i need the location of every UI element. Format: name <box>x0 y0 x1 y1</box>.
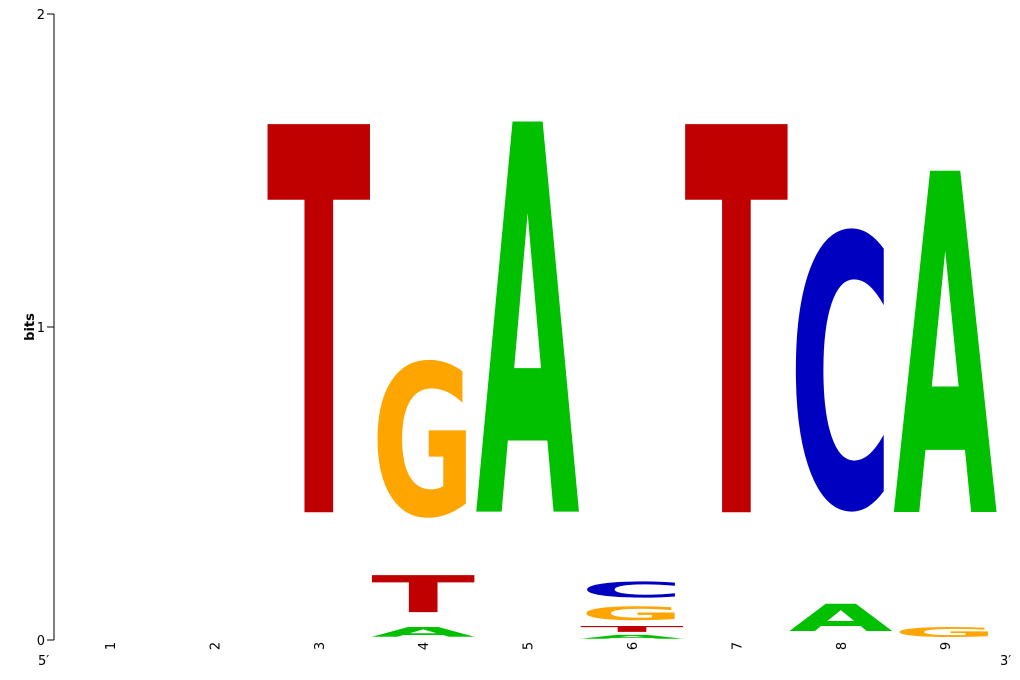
x-tick-label: 1 <box>104 642 119 650</box>
tick-layer: 0 1 2 <box>37 8 54 649</box>
logo-letter-T: T <box>684 20 789 639</box>
x-tick-label: 8 <box>835 642 850 650</box>
logo-letter-C: C <box>789 158 893 594</box>
y-tick-label: 2 <box>37 8 45 23</box>
x-tick-label: 6 <box>626 642 641 650</box>
x-start-label: 5′ <box>38 654 49 669</box>
x-tick-label: 2 <box>208 642 223 650</box>
x-tick-label: 4 <box>417 642 432 650</box>
logo-letter-A: A <box>893 78 998 623</box>
logo-letter-A: A <box>476 15 581 638</box>
x-tick-label: 9 <box>939 642 954 650</box>
logo-letter-C: C <box>580 577 684 602</box>
logo-letter-A: A <box>789 596 893 640</box>
logo-letter-T: T <box>267 20 372 639</box>
x-end-label: 3′ <box>1000 654 1011 669</box>
logo-letter-T: T <box>580 624 685 633</box>
logo-letter-G: G <box>580 603 684 625</box>
logo-letter-A: A <box>371 624 475 640</box>
x-tick-label: 3 <box>313 642 328 650</box>
y-tick-label: 0 <box>37 634 45 649</box>
logo-letter-T: T <box>371 565 475 624</box>
logo-letter-G: G <box>371 321 475 564</box>
logo-letter-A: A <box>580 634 685 640</box>
x-tick-labels: 1 2 3 4 5 6 7 8 9 <box>104 642 954 650</box>
x-tick-label: 5 <box>522 642 537 650</box>
y-tick-label: 1 <box>37 321 45 336</box>
logo-letter-G: G <box>893 624 997 640</box>
x-tick-label: 7 <box>730 642 745 650</box>
y-axis-label: bits <box>23 313 38 341</box>
